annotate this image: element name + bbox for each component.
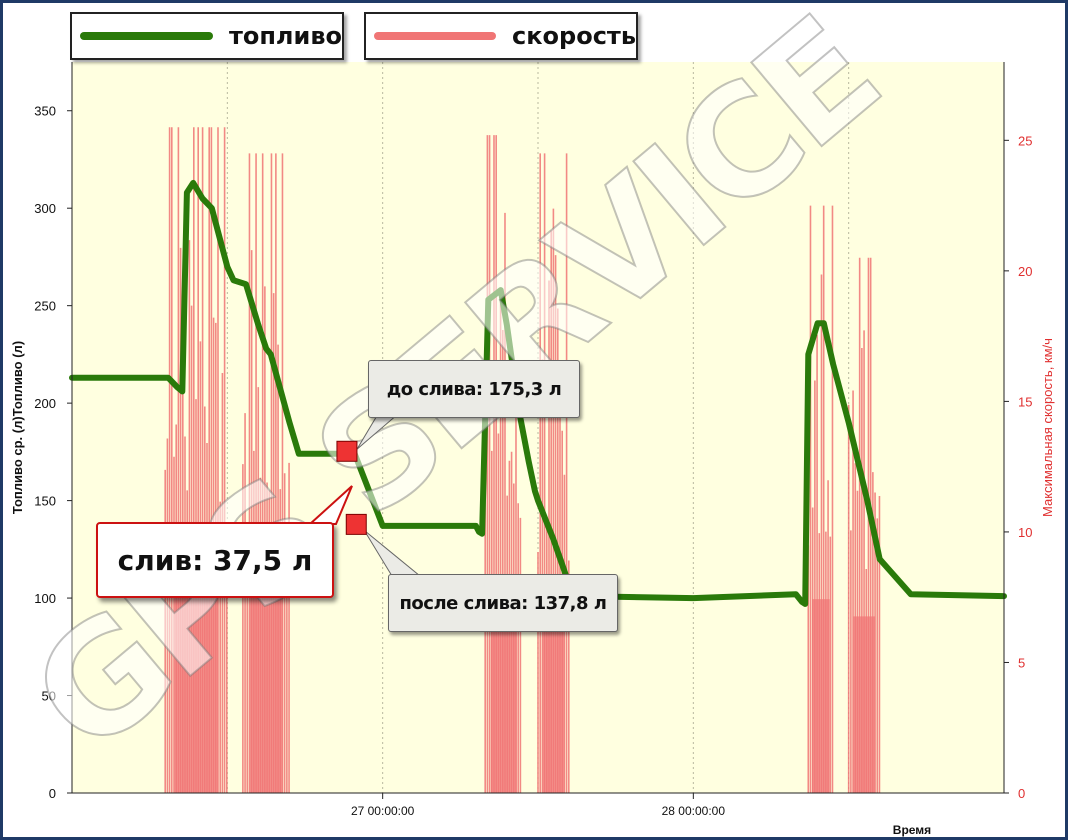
y-tick-label: 300 (34, 201, 56, 216)
y2-axis-label: Максимальная скорость, км/ч (1040, 338, 1055, 517)
callout-after-text: после слива: 137,8 л (399, 592, 607, 614)
speed-bar-block (853, 616, 876, 793)
y-tick-label: 100 (34, 591, 56, 606)
legend-swatch-fuel (80, 32, 213, 40)
speed-bar-block (249, 581, 283, 793)
drain-amount-box: слив: 37,5 л (96, 522, 334, 598)
drain-marker (336, 440, 358, 462)
y-tick-label: 50 (42, 689, 56, 704)
legend-item-speed[interactable]: скорость (364, 12, 638, 60)
axes: 0 50 100 150 200 250 300 350 0 5 10 15 20 25 27 00:00:… (34, 62, 1032, 818)
x-tick-label: 28 00:00:00 (662, 804, 726, 818)
y2-tick-label: 25 (1018, 133, 1032, 148)
y2-tick-label: 20 (1018, 264, 1032, 279)
y2-tick-label: 10 (1018, 525, 1032, 540)
legend-item-fuel[interactable]: топливо (70, 12, 344, 60)
x-axis-label: Время (893, 823, 931, 837)
legend-swatch-speed (374, 32, 497, 40)
fuel-series (69, 179, 1007, 607)
legend-label-speed: скорость (512, 22, 636, 50)
drain-marker (345, 513, 367, 535)
y2-tick-label: 5 (1018, 655, 1025, 670)
y-tick-label: 350 (34, 104, 56, 119)
speed-series (164, 127, 881, 793)
y2-tick-label: 15 (1018, 394, 1032, 409)
y-tick-label: 0 (49, 786, 56, 801)
fuel-line (69, 179, 1007, 607)
callout-before-drain: до слива: 175,3 л (368, 360, 580, 418)
callout-before-text: до слива: 175,3 л (386, 378, 562, 400)
drain-markers (336, 440, 367, 535)
callout-after-drain: после слива: 137,8 л (388, 574, 618, 632)
y2-tick-label: 0 (1018, 786, 1025, 801)
x-tick-label: 27 00:00:00 (351, 804, 415, 818)
y-tick-label: 250 (34, 299, 56, 314)
speed-bar-block (174, 573, 219, 793)
y-tick-label: 200 (34, 396, 56, 411)
legend-label-fuel: топливо (228, 22, 342, 50)
speed-bar-block (542, 581, 565, 793)
y-tick-label: 150 (34, 494, 56, 509)
y-axis-label: Топливо ср. (л)Топливо (л) (10, 341, 25, 514)
drain-amount-text: слив: 37,5 л (117, 543, 313, 577)
speed-bar-block (812, 599, 830, 793)
